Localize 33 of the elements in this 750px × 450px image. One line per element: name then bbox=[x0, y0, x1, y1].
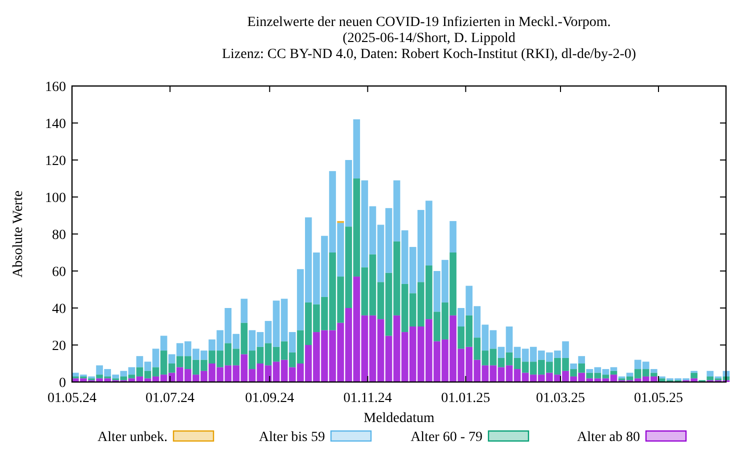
x-axis-title: Meldedatum bbox=[364, 411, 434, 426]
y-tick-label: 20 bbox=[52, 338, 66, 354]
bar bbox=[578, 356, 585, 364]
y-tick-label: 60 bbox=[52, 264, 66, 280]
bar bbox=[690, 372, 698, 378]
bar bbox=[650, 369, 658, 373]
y-tick-label: 140 bbox=[45, 116, 66, 132]
legend-label: Alter bis 59 bbox=[258, 430, 325, 445]
y-tick-label: 80 bbox=[52, 228, 66, 243]
x-tick-label: 01.05.25 bbox=[634, 391, 684, 406]
bar bbox=[706, 370, 714, 376]
bar bbox=[450, 221, 456, 252]
bar bbox=[610, 370, 618, 375]
bar bbox=[626, 372, 634, 376]
y-axis-title: Absolute Werte bbox=[11, 190, 26, 278]
x-tick-label: 01.01.25 bbox=[441, 391, 490, 406]
x-tick-label: 01.03.25 bbox=[536, 391, 585, 406]
bar bbox=[240, 298, 248, 323]
y-tick-label: 40 bbox=[52, 302, 66, 317]
y-tick-label: 100 bbox=[45, 190, 66, 206]
chart-title: Einzelwerte der neuen COVID-19 Infizierten in Meckl.-Vorpom. bbox=[247, 15, 611, 30]
legend-label: Alter 60 - 79 bbox=[410, 430, 482, 445]
y-tick-label: 160 bbox=[45, 80, 66, 95]
legend-label: Alter ab 80 bbox=[577, 430, 640, 445]
x-tick-label: 01.11.24 bbox=[343, 391, 392, 406]
x-tick-label: 01.09.24 bbox=[245, 391, 294, 406]
x-tick-label: 01.05.24 bbox=[48, 391, 96, 406]
chart-subtitle: (2025-06-14/Short, D. Lippold Lizenz: CC BY-ND 4.0, Daten: Robert Koch-Institut (RKI), dl-de/by-2-0) bbox=[222, 31, 636, 62]
legend-label: Alter unbek. bbox=[98, 430, 168, 445]
x-tick-label: 01.07.24 bbox=[146, 391, 195, 406]
bar bbox=[570, 364, 577, 370]
y-tick-label: 120 bbox=[45, 154, 66, 169]
y-tick-label: 0 bbox=[59, 376, 66, 391]
